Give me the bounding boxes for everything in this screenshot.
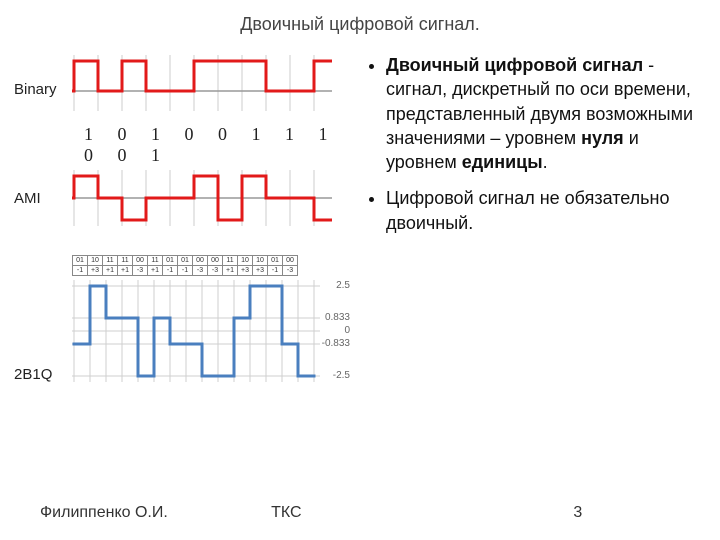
table-cell: 11 (118, 256, 133, 266)
b2q1-chart (72, 276, 352, 386)
bullet-list: Двоичный цифровой сигнал - сигнал, дискр… (364, 53, 706, 235)
binary-chart-block: Binary (14, 53, 354, 118)
footer-page: 3 (573, 504, 680, 522)
table-cell: +3 (253, 266, 268, 276)
yaxis-label: -0.833 (322, 338, 350, 349)
table-cell: 01 (268, 256, 283, 266)
text-column: Двоичный цифровой сигнал - сигнал, дискр… (364, 53, 706, 399)
binary-chart (72, 53, 332, 113)
table-cell: -1 (163, 266, 178, 276)
table-cell: 01 (73, 256, 88, 266)
term-one: единицы (462, 152, 543, 172)
bits-sequence: 1 0 1 0 0 1 1 1 0 0 1 (84, 124, 354, 166)
table-cell: -3 (208, 266, 223, 276)
table-cell: 11 (103, 256, 118, 266)
table-cell: -1 (178, 266, 193, 276)
term-zero: нуля (581, 128, 624, 148)
table-cell: 00 (283, 256, 298, 266)
p1-end: . (543, 152, 548, 172)
table-cell: 01 (178, 256, 193, 266)
ami-chart-block: AMI (14, 168, 354, 233)
ami-chart (72, 168, 332, 228)
table-cell: 10 (253, 256, 268, 266)
table-cell: +3 (238, 266, 253, 276)
footer-course: ТКС (271, 504, 573, 522)
table-cell: +3 (88, 266, 103, 276)
table-cell: 10 (238, 256, 253, 266)
bullet-1: Двоичный цифровой сигнал - сигнал, дискр… (386, 53, 706, 174)
content-area: Binary 1 0 1 0 0 1 1 1 0 0 1 AMI 0110111… (0, 35, 720, 399)
table-cell: 10 (88, 256, 103, 266)
table-cell: -1 (73, 266, 88, 276)
ami-label: AMI (14, 190, 41, 207)
table-cell: 01 (163, 256, 178, 266)
page-title: Двоичный цифровой сигнал. (0, 0, 720, 35)
table-cell: +1 (223, 266, 238, 276)
yaxis-label: 0 (344, 325, 350, 336)
table-cell: -3 (133, 266, 148, 276)
footer-author: Филиппенко О.И. (40, 504, 271, 522)
yaxis-label: -2.5 (333, 370, 350, 381)
table-cell: 00 (208, 256, 223, 266)
table-cell: 11 (223, 256, 238, 266)
table-cell: 00 (193, 256, 208, 266)
b2q1-chart-block: 2B1Q 2.5 0.833 0 -0.833 -2.5 (14, 276, 354, 391)
table-cell: +1 (148, 266, 163, 276)
table-cell: -3 (283, 266, 298, 276)
yaxis-label: 0.833 (325, 312, 350, 323)
bullet-2: Цифровой сигнал не обязательно двоичный. (386, 186, 706, 235)
binary-label: Binary (14, 81, 57, 98)
b2q1-label: 2B1Q (14, 366, 52, 383)
table-cell: 11 (148, 256, 163, 266)
table-cell: +1 (103, 266, 118, 276)
yaxis-label: 2.5 (336, 280, 350, 291)
table-cell: +1 (118, 266, 133, 276)
table-cell: -1 (268, 266, 283, 276)
term-signal: Двоичный цифровой сигнал (386, 55, 643, 75)
table-cell: 00 (133, 256, 148, 266)
footer: Филиппенко О.И. ТКС 3 (0, 504, 720, 522)
charts-column: Binary 1 0 1 0 0 1 1 1 0 0 1 AMI 0110111… (14, 53, 354, 399)
table-cell: -3 (193, 266, 208, 276)
b2q1-table: 011011110011010100001110100100 -1+3+1+1-… (72, 255, 298, 276)
